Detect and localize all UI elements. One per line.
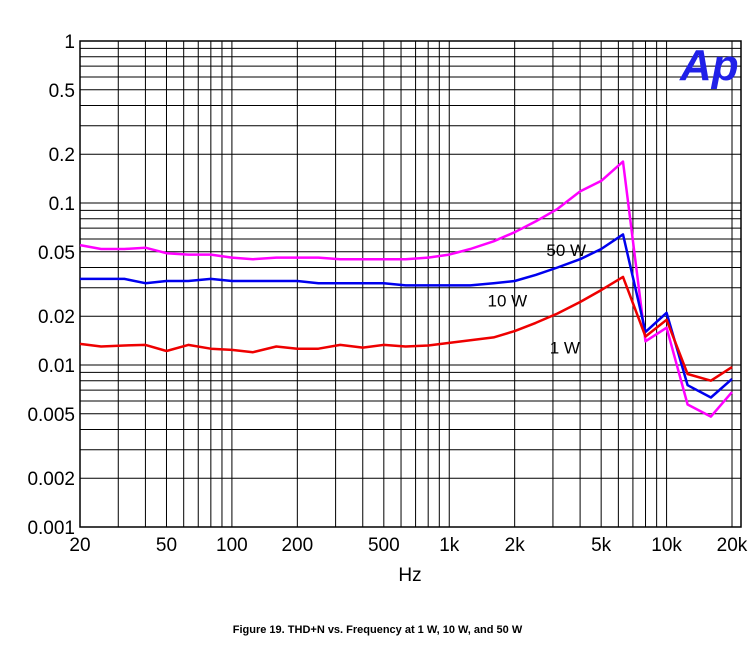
series-lines xyxy=(79,160,733,418)
x-tick-label: 20k xyxy=(717,535,748,556)
x-tick-label: 500 xyxy=(368,535,400,556)
series-labels: 50 W 10 W 1 W xyxy=(488,241,587,357)
y-tick-label: 0.2 xyxy=(49,145,75,166)
y-tick-label: 0.01 xyxy=(38,356,75,377)
y-tick-label: 1 xyxy=(64,32,75,53)
series-label-10w: 10 W xyxy=(488,291,528,310)
x-tick-label: 10k xyxy=(651,535,682,556)
y-tick-label: 0.001 xyxy=(27,518,75,539)
x-tick-label: 20 xyxy=(69,535,90,556)
plot-frame xyxy=(79,40,742,528)
series-line-10w xyxy=(80,233,733,399)
y-tick-label: 0.05 xyxy=(38,243,75,264)
ap-logo-text: Ap xyxy=(679,41,739,90)
y-tick-label: 0.005 xyxy=(27,405,75,426)
x-tick-label: 1k xyxy=(439,535,460,556)
ap-logo: Ap xyxy=(679,41,739,90)
series-label-50w: 50 W xyxy=(546,241,586,260)
y-tick-label: 0.1 xyxy=(49,194,75,215)
series-line-50w xyxy=(79,160,733,418)
y-tick-label: 0.02 xyxy=(38,307,75,328)
y-tick-label: 0.002 xyxy=(27,469,75,490)
y-tick-label: 0.5 xyxy=(49,81,75,102)
x-axis-title: Hz xyxy=(398,565,421,586)
x-tick-label: 2k xyxy=(505,535,526,556)
x-tick-label: 200 xyxy=(281,535,313,556)
figure-caption: Figure 19. THD+N vs. Frequency at 1 W, 1… xyxy=(232,624,523,636)
x-tick-label: 5k xyxy=(591,535,612,556)
series-line-1w xyxy=(79,275,733,382)
x-tick-labels: 20 50 100 200 500 1k 2k 5k 10k 20k xyxy=(69,535,747,556)
x-tick-label: 100 xyxy=(216,535,248,556)
grid xyxy=(79,41,741,528)
y-tick-labels: 1 0.5 0.2 0.1 0.05 0.02 0.01 0.005 0.002 0.001 xyxy=(27,32,75,539)
x-tick-label: 50 xyxy=(156,535,177,556)
series-label-1w: 1 W xyxy=(550,338,580,357)
